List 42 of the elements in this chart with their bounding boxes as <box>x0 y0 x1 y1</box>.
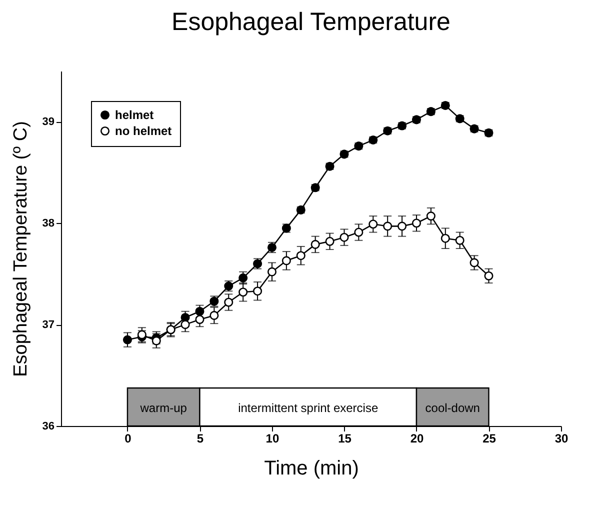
band-label: warm-up <box>139 401 188 415</box>
chart-title: Esophageal Temperature <box>172 8 450 36</box>
x-tick-label: 5 <box>196 432 204 446</box>
point <box>455 236 464 245</box>
point <box>180 312 190 322</box>
point <box>267 267 277 276</box>
y-tick-label: 37 <box>42 319 54 332</box>
x-tick-label: 25 <box>482 432 496 446</box>
point <box>398 222 407 231</box>
x-tick-label: 30 <box>554 432 568 446</box>
point <box>310 240 320 249</box>
legend-label: no helmet <box>115 124 172 138</box>
point <box>238 288 248 297</box>
point <box>210 310 219 320</box>
point <box>354 228 364 237</box>
point <box>368 220 378 229</box>
point <box>426 212 436 221</box>
point <box>122 335 132 344</box>
point <box>296 251 306 260</box>
point <box>325 236 334 246</box>
x-tick-label: 10 <box>266 432 280 446</box>
point <box>180 320 190 330</box>
point <box>224 298 234 307</box>
point <box>253 286 262 296</box>
point <box>282 256 291 266</box>
point <box>470 258 479 268</box>
point <box>383 222 392 231</box>
band-label: intermittent sprint exercise <box>238 401 378 415</box>
point <box>440 234 450 243</box>
point <box>340 232 349 242</box>
point <box>412 218 422 228</box>
y-axis-title: Esophageal Temperature (º C) <box>10 121 32 377</box>
y-tick-label: 39 <box>42 116 54 128</box>
x-tick-label: 15 <box>338 432 352 446</box>
band-label: cool-down <box>425 401 480 415</box>
x-tick-label: 0 <box>124 432 132 446</box>
x-axis-title: Time (min) <box>264 458 359 480</box>
y-tick-label: 36 <box>42 420 54 432</box>
point <box>484 271 494 280</box>
x-tick-label: 20 <box>410 432 424 446</box>
legend-label: helmet <box>115 108 154 122</box>
y-tick-label: 38 <box>42 218 54 230</box>
